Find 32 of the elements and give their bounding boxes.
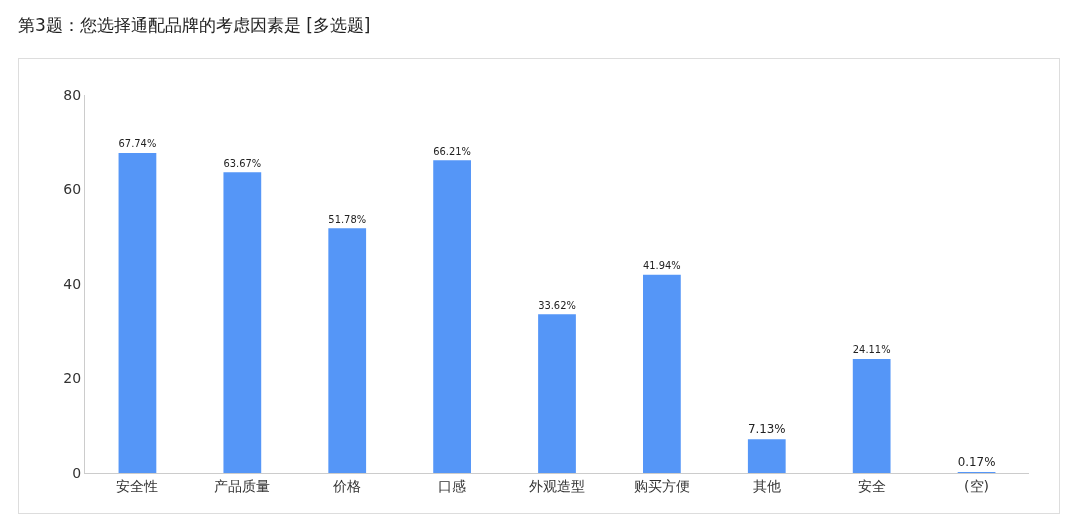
x-tick-label: 外观造型 bbox=[529, 477, 585, 494]
data-label: 7.13% bbox=[747, 422, 786, 437]
x-tick-label: 购买方便 bbox=[633, 477, 690, 494]
bar bbox=[118, 152, 157, 473]
x-tick-label: 口感 bbox=[438, 477, 467, 494]
bar bbox=[643, 274, 681, 473]
data-label: 51.78% bbox=[328, 213, 367, 225]
data-label: 0.17% bbox=[957, 454, 996, 469]
y-tick-label: 40 bbox=[63, 275, 82, 292]
y-tick-label: 0 bbox=[72, 464, 82, 481]
bar bbox=[328, 228, 367, 473]
y-tick-label: 60 bbox=[63, 181, 82, 198]
x-tick-label: 安全性 bbox=[116, 477, 159, 494]
data-label: 24.11% bbox=[852, 344, 891, 356]
data-label: 67.74% bbox=[118, 138, 157, 150]
data-label: 63.67% bbox=[223, 157, 262, 169]
chart-title: 第3题：您选择通配品牌的考虑因素是 [多选题] bbox=[18, 14, 371, 37]
bar bbox=[747, 439, 786, 473]
data-label: 66.21% bbox=[433, 145, 471, 157]
x-tick-label: 产品质量 bbox=[214, 477, 271, 494]
bar bbox=[852, 359, 891, 473]
bar bbox=[433, 160, 471, 473]
x-tick-label: (空) bbox=[964, 477, 990, 494]
y-tick-label: 80 bbox=[63, 86, 82, 103]
x-tick-label: 安全 bbox=[857, 477, 886, 494]
data-label: 41.94% bbox=[643, 260, 681, 272]
x-tick-label: 价格 bbox=[332, 477, 362, 494]
bar bbox=[538, 314, 576, 473]
data-label: 33.62% bbox=[538, 299, 576, 311]
x-tick-label: 其他 bbox=[752, 477, 781, 494]
bar bbox=[223, 172, 262, 473]
y-tick-label: 20 bbox=[63, 370, 82, 387]
